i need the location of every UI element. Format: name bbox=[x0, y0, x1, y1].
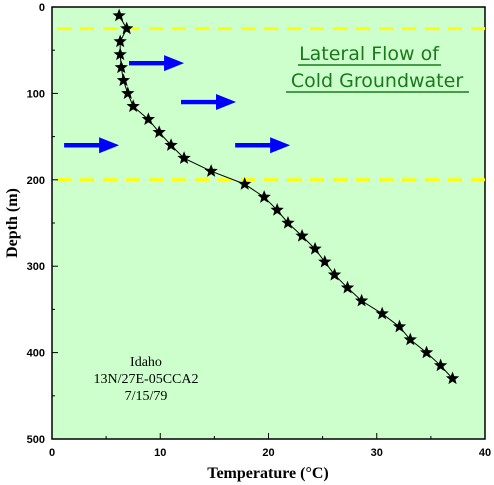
y-tick-label: 300 bbox=[27, 261, 45, 273]
x-tick-label: 30 bbox=[371, 447, 383, 459]
x-tick-label: 20 bbox=[262, 447, 274, 459]
flow-arrow-3 bbox=[64, 137, 120, 154]
data-point-star bbox=[392, 319, 407, 333]
data-point-star bbox=[354, 293, 369, 307]
data-point-star bbox=[114, 60, 128, 74]
y-tick-label: 200 bbox=[27, 175, 45, 187]
data-point-star bbox=[257, 190, 271, 203]
data-point-star bbox=[327, 267, 342, 281]
y-tick-label: 500 bbox=[27, 434, 45, 446]
data-point-star bbox=[152, 125, 166, 138]
data-point-star bbox=[113, 34, 127, 48]
data-point-star bbox=[340, 280, 355, 294]
data-point-star bbox=[419, 345, 434, 359]
data-point-star bbox=[375, 306, 389, 320]
flow-arrow-4 bbox=[235, 137, 291, 154]
x-tick-label: 40 bbox=[479, 447, 491, 459]
profile-series bbox=[112, 8, 460, 385]
data-point-star bbox=[403, 332, 417, 346]
data-point-star bbox=[177, 151, 191, 164]
data-point-star bbox=[445, 371, 460, 385]
y-tick-label: 400 bbox=[27, 348, 45, 360]
flow-arrow-1 bbox=[129, 55, 185, 72]
data-point-star bbox=[308, 241, 322, 255]
data-point-star bbox=[126, 99, 140, 113]
x-tick-label: 10 bbox=[154, 447, 166, 459]
station-label-id: 13N/27E-05CCA2 bbox=[94, 372, 199, 387]
annotation-title-line1: Lateral Flow of bbox=[299, 43, 440, 65]
station-label-date: 7/15/79 bbox=[125, 389, 168, 404]
data-point-star bbox=[270, 203, 284, 216]
data-point-star bbox=[113, 47, 127, 61]
x-tick-label: 0 bbox=[49, 447, 55, 459]
y-tick-label: 100 bbox=[27, 88, 45, 100]
station-label-state: Idaho bbox=[130, 355, 162, 370]
data-point-star bbox=[141, 112, 155, 125]
data-point-star bbox=[318, 254, 332, 268]
annotation-title-line2: Cold Groundwater bbox=[291, 70, 463, 92]
y-tick-label: 0 bbox=[39, 2, 45, 14]
flow-arrow-2 bbox=[181, 94, 237, 111]
x-axis-title: Temperature (°C) bbox=[207, 465, 328, 482]
data-point-star bbox=[116, 73, 131, 87]
data-point-star bbox=[238, 177, 252, 190]
y-axis-title: Depth (m) bbox=[4, 188, 21, 258]
data-point-star bbox=[120, 21, 134, 35]
data-point-star bbox=[281, 216, 295, 229]
data-point-star bbox=[433, 358, 448, 372]
data-point-star bbox=[112, 8, 126, 22]
data-point-star bbox=[121, 86, 135, 100]
data-point-star bbox=[164, 138, 178, 151]
flow-arrows bbox=[64, 55, 291, 154]
data-point-star bbox=[295, 228, 309, 242]
data-point-star bbox=[204, 164, 218, 177]
